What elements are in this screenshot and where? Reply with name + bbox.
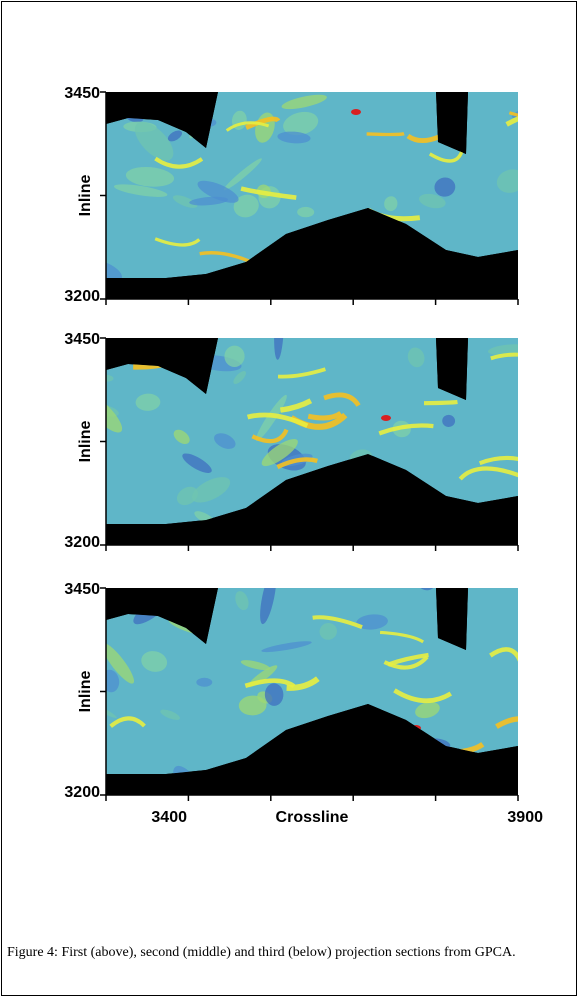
texture-blob [372, 30, 389, 49]
y-axis-title: Inline [77, 421, 94, 463]
texture-blob [343, 33, 374, 49]
texture-blob [196, 821, 234, 863]
page-body: 3400 Crossline 3900 3450 3200 Inline 3450 32… [0, 0, 578, 997]
texture-blob [0, 233, 31, 288]
texture-blob [5, 701, 27, 727]
texture-blob [163, 0, 172, 21]
texture-blob [32, 642, 69, 676]
caption: Figure 4: First (above), second (middle)… [7, 944, 571, 962]
texture-blob [9, 571, 46, 627]
texture-blob [401, 50, 432, 66]
texture-blob [56, 122, 77, 142]
texture-blob [9, 903, 37, 934]
texture-blob [19, 391, 58, 433]
texture-blob [254, 29, 311, 62]
texture-blob [99, 14, 122, 59]
y-bottom-label: 3200 [64, 534, 100, 551]
x-axis-title: Crossline [276, 809, 349, 826]
texture-blob [221, 893, 246, 925]
y-top-label: 3450 [64, 85, 100, 102]
texture-blob [510, 94, 563, 122]
texture-blob [294, 7, 320, 33]
texture-blob [2, 692, 45, 741]
texture-blob [33, 599, 59, 654]
texture-blob [317, 0, 342, 9]
texture-blob [153, 865, 200, 908]
texture-blob [108, 43, 143, 84]
y-bottom-label: 3200 [64, 288, 100, 305]
y-top-label: 3450 [64, 581, 100, 598]
texture-blob [106, 918, 141, 940]
hot-spot [381, 415, 391, 421]
bright-streak [367, 134, 404, 135]
x-right-label: 3900 [507, 809, 543, 826]
x-left-label: 3400 [151, 809, 187, 826]
texture-blob [342, 309, 371, 341]
texture-blob [421, 567, 440, 583]
texture-blob [325, 38, 351, 64]
hot-spot [351, 109, 361, 115]
texture-blob [23, 321, 32, 341]
texture-blob [118, 846, 165, 896]
texture-blob [83, 346, 95, 363]
texture-blob [329, 870, 354, 897]
texture-blob [39, 552, 52, 571]
texture-blob [354, 53, 376, 75]
texture-blob [47, 106, 68, 142]
texture-blob [66, 505, 86, 539]
texture-blob [42, 678, 79, 704]
texture-blob [120, 874, 156, 918]
texture-blob [58, 812, 87, 841]
y-axis-title: Inline [77, 671, 94, 713]
y-bottom-label: 3200 [64, 784, 100, 801]
texture-blob [452, 0, 477, 1]
texture-blob [207, 297, 226, 343]
texture-blob [58, 721, 74, 771]
panel-data-region [0, 219, 546, 940]
texture-blob [315, 855, 342, 882]
bright-streak [424, 402, 457, 403]
texture-blob [48, 509, 64, 526]
texture-blob [100, 862, 121, 900]
texture-blob [0, 214, 3, 252]
texture-blob [196, 678, 212, 687]
texture-blob [404, 560, 430, 582]
y-axis-title: Inline [77, 175, 94, 217]
texture-blob [385, 881, 413, 907]
texture-blob [26, 679, 48, 699]
texture-blob [53, 716, 76, 734]
texture-blob [25, 169, 50, 213]
texture-blob [24, 78, 39, 116]
texture-blob [472, 563, 490, 580]
figure: 3400 Crossline 3900 3450 3200 Inline 3450 32… [0, 0, 578, 940]
texture-blob [47, 132, 76, 168]
texture-blob [289, 567, 312, 585]
texture-blob [423, 67, 459, 89]
texture-blob [54, 728, 78, 778]
texture-blob [260, 890, 299, 923]
texture-blob [525, 0, 548, 12]
texture-blob [387, 848, 413, 864]
texture-blob [263, 930, 305, 940]
texture-blob [280, 1, 308, 25]
texture-blob [226, 817, 247, 840]
texture-blob [266, 20, 290, 62]
bright-streak [509, 113, 568, 123]
texture-blob [0, 922, 4, 940]
page: {"figure": { "panels": [ {"y_top": "3450… [0, 0, 578, 997]
texture-blob [414, 63, 430, 78]
texture-blob [313, 561, 344, 592]
texture-blob [181, 877, 203, 897]
y-top-label: 3450 [64, 331, 100, 348]
seismic-panel [0, 219, 546, 940]
